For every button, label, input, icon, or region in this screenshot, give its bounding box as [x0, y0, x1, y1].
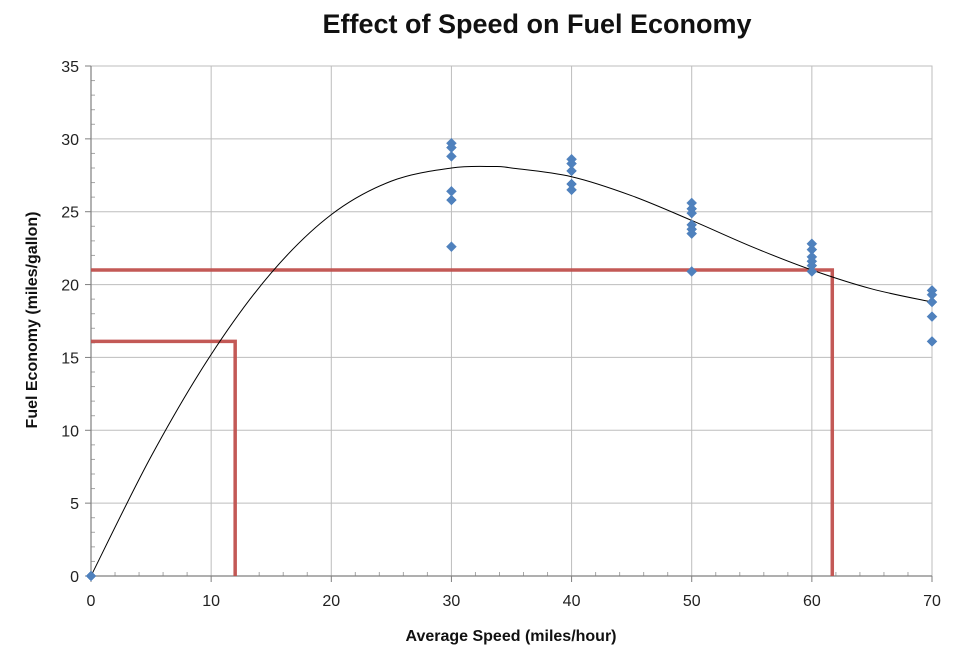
plot-area: 0 5 10 15 20 25 30 35 0 10 20 30 40 50 60 70 [61, 59, 941, 610]
axes [85, 65, 933, 582]
data-point [446, 194, 457, 206]
y-tick-label: 15 [61, 350, 79, 367]
x-tick-label: 50 [683, 593, 701, 610]
x-tick-label: 0 [87, 593, 96, 610]
x-axis-title: Average Speed (miles/hour) [405, 628, 616, 645]
x-tick-label: 60 [803, 593, 821, 610]
chart-title: Effect of Speed on Fuel Economy [322, 9, 751, 39]
data-point [566, 184, 577, 196]
y-tick-label: 20 [61, 278, 79, 295]
y-tick-label: 10 [61, 423, 79, 440]
reference-line [91, 268, 835, 576]
trendline-curve [90, 165, 933, 577]
plot-frame [90, 65, 933, 577]
reference-line [91, 339, 237, 576]
y-axis-title: Fuel Economy (miles/gallon) [24, 212, 41, 429]
x-tick-label: 40 [563, 593, 581, 610]
trendline [90, 165, 933, 577]
data-point [686, 207, 698, 219]
y-tick-label: 25 [61, 205, 79, 222]
y-tick-label: 0 [70, 569, 79, 586]
data-point [686, 266, 698, 277]
x-tick-label: 70 [923, 593, 941, 610]
tick-labels: 0 5 10 15 20 25 30 35 0 10 20 30 40 50 60 70 [61, 59, 941, 610]
data-point [686, 228, 698, 239]
data-point [85, 570, 97, 582]
data-point [926, 296, 938, 308]
x-tick-label: 30 [443, 593, 461, 610]
reference-lines [91, 268, 835, 576]
data-point [566, 165, 577, 177]
x-tick-label: 20 [322, 593, 340, 610]
y-tick-label: 35 [61, 59, 79, 76]
y-tick-label: 5 [70, 496, 79, 513]
data-point [926, 311, 938, 322]
y-tick-label: 30 [61, 132, 79, 149]
data-point [446, 150, 457, 162]
x-tick-label: 10 [202, 593, 220, 610]
data-points [85, 137, 938, 582]
data-point [446, 241, 457, 253]
gridlines [91, 65, 933, 576]
data-point [926, 336, 938, 347]
data-point [806, 266, 818, 277]
